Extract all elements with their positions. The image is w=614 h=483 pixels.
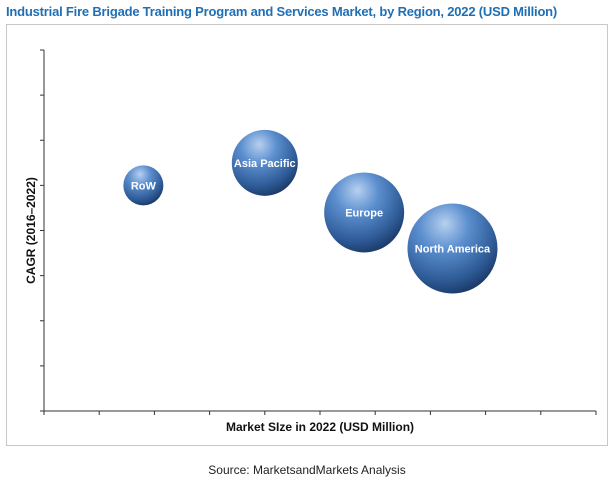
bubble-label: Asia Pacific bbox=[234, 158, 296, 170]
bubble-mark bbox=[231, 129, 298, 196]
bubble-mark bbox=[123, 165, 164, 206]
bubble-europe: Europe bbox=[324, 172, 405, 253]
bubble-label: Europe bbox=[345, 207, 383, 219]
bubble-label: North America bbox=[415, 244, 491, 256]
y-axis-label: CAGR (2016–2022) bbox=[24, 177, 38, 284]
chart-frame bbox=[6, 24, 608, 446]
bubble-label: RoW bbox=[131, 180, 157, 192]
source-note: Source: MarketsandMarkets Analysis bbox=[208, 463, 406, 477]
chart-axes bbox=[43, 50, 596, 412]
bubble-north-america: North America bbox=[407, 203, 498, 294]
bubble-asia-pacific: Asia Pacific bbox=[231, 129, 298, 196]
chart-title: Industrial Fire Brigade Training Program… bbox=[6, 4, 558, 19]
bubble-mark bbox=[407, 203, 498, 294]
bubble-row: RoW bbox=[123, 165, 164, 206]
x-axis-label: Market SIze in 2022 (USD Million) bbox=[226, 420, 414, 434]
bubble-mark bbox=[324, 172, 405, 253]
